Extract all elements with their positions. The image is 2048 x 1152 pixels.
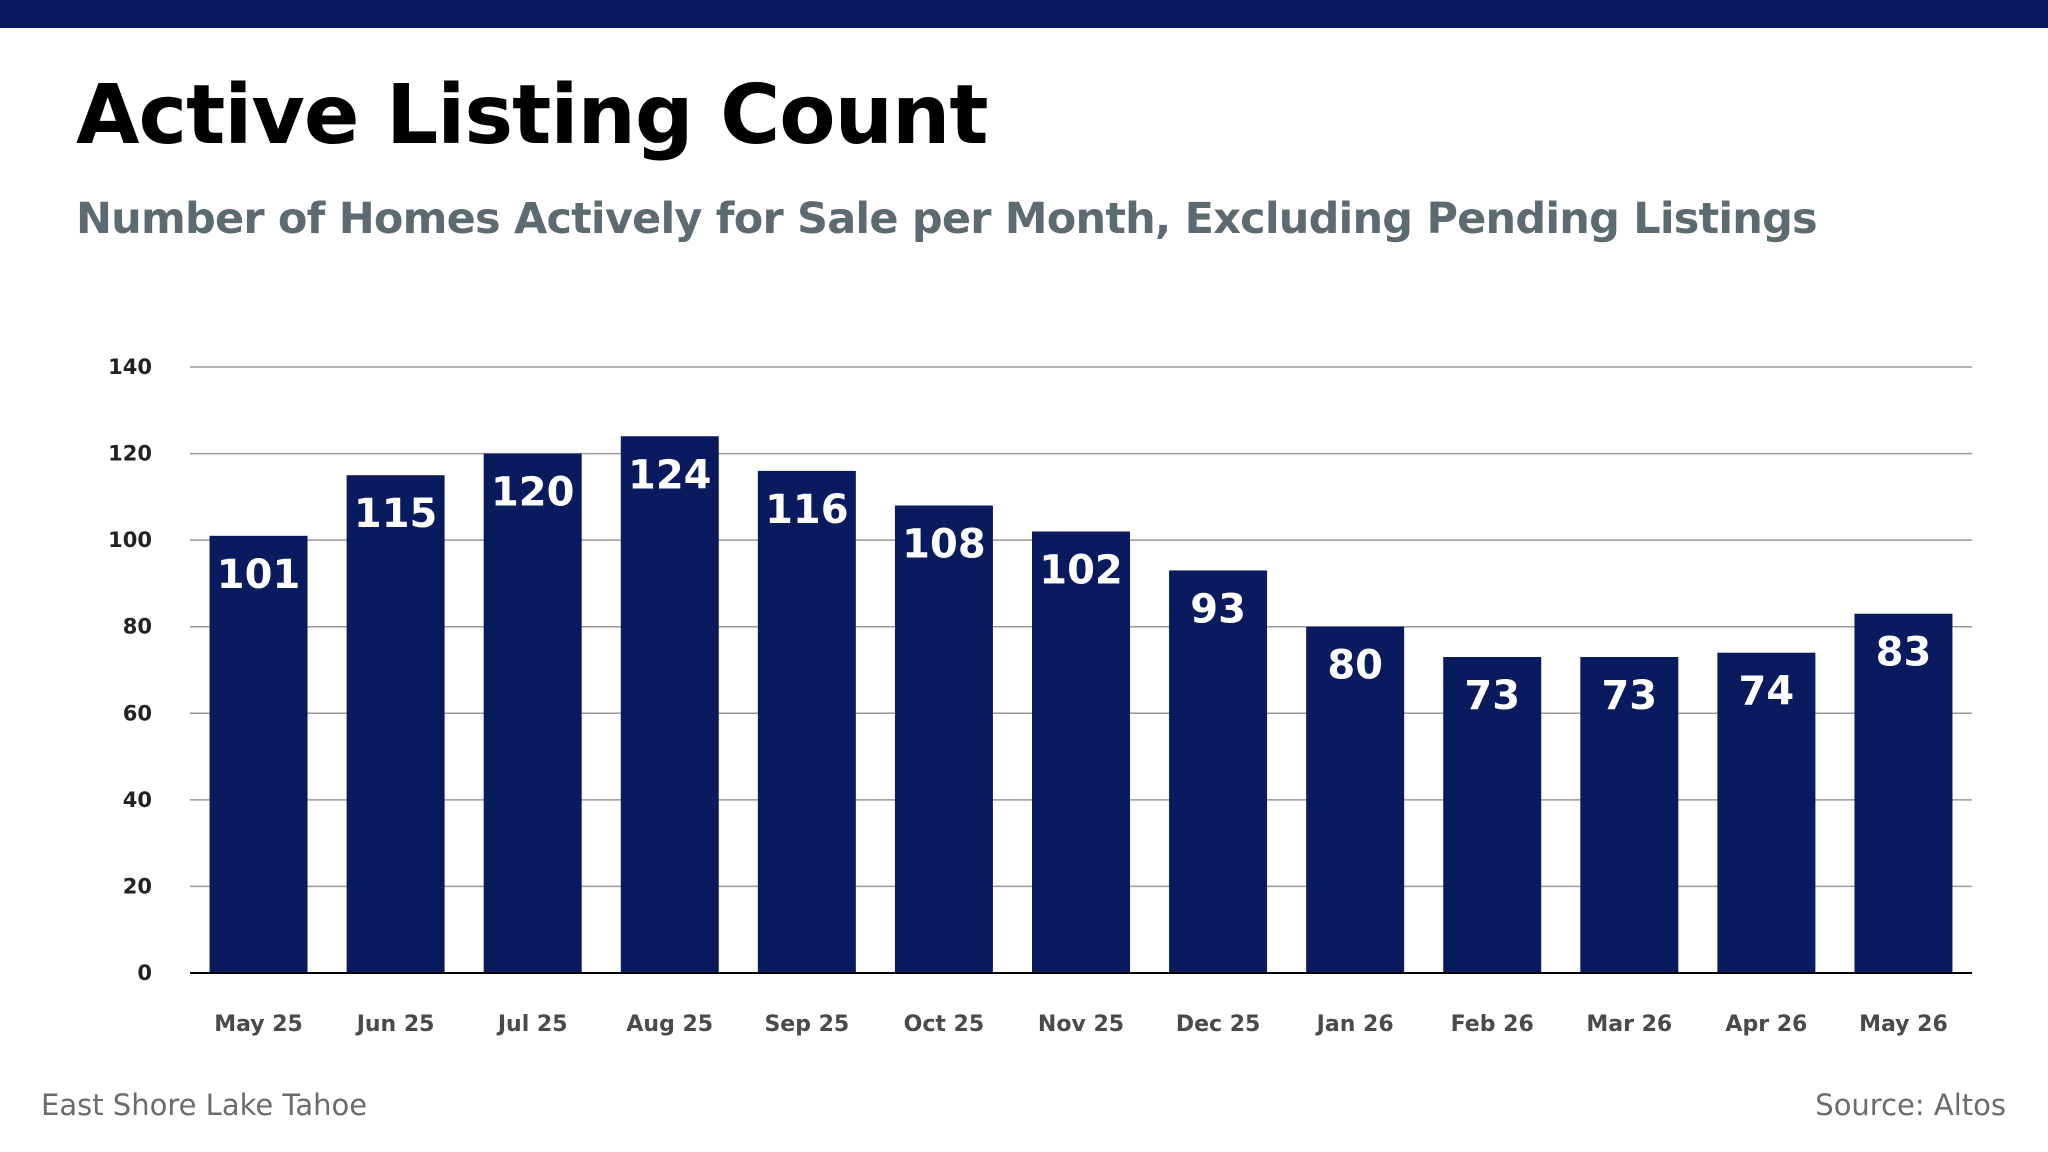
bar xyxy=(347,475,445,973)
x-tick-label: Sep 25 xyxy=(764,1012,849,1037)
bar-value-label: 74 xyxy=(1739,669,1795,715)
x-tick-label: Jan 26 xyxy=(1315,1012,1394,1037)
bar xyxy=(1032,531,1130,973)
bar-value-label: 73 xyxy=(1601,673,1657,719)
bar-value-label: 115 xyxy=(354,491,438,537)
bar-value-label: 83 xyxy=(1876,630,1932,676)
x-tick-label: Jun 25 xyxy=(355,1012,435,1037)
y-axis-ticks: 0 20 40 60 80 100 120 140 xyxy=(108,355,152,985)
bar-value-label: 120 xyxy=(491,470,575,516)
source-label: Source: Altos xyxy=(1815,1088,2006,1122)
bar xyxy=(621,436,719,973)
y-tick-label: 140 xyxy=(108,355,152,379)
x-axis-ticks: May 25 Jun 25 Jul 25 Aug 25 Sep 25 Oct 25 Nov … xyxy=(214,1012,1948,1037)
bar-value-label: 73 xyxy=(1464,673,1520,719)
x-tick-label: May 26 xyxy=(1859,1012,1948,1037)
bar xyxy=(895,506,993,973)
bar-value-label: 80 xyxy=(1327,643,1383,689)
bars xyxy=(210,436,1953,973)
bar xyxy=(484,454,582,973)
y-tick-label: 0 xyxy=(137,961,152,985)
x-tick-label: Dec 25 xyxy=(1176,1012,1261,1037)
x-tick-label: Oct 25 xyxy=(904,1012,985,1037)
x-tick-label: Nov 25 xyxy=(1038,1012,1124,1037)
bar-value-label: 108 xyxy=(902,522,986,568)
y-tick-label: 20 xyxy=(123,874,152,898)
bar xyxy=(758,471,856,973)
x-tick-label: Apr 26 xyxy=(1725,1012,1807,1037)
bar-value-label: 116 xyxy=(765,487,849,533)
y-tick-label: 80 xyxy=(123,615,152,639)
bar-value-label: 124 xyxy=(628,452,712,498)
location-label: East Shore Lake Tahoe xyxy=(41,1088,367,1122)
y-tick-label: 100 xyxy=(108,528,152,552)
x-tick-label: Mar 26 xyxy=(1586,1012,1672,1037)
bar-chart: 0 20 40 60 80 100 120 140 101 115 120 124 116 108 102… xyxy=(0,0,2048,1080)
bar-value-label: 101 xyxy=(217,552,301,598)
y-tick-label: 120 xyxy=(108,442,152,466)
x-tick-label: Feb 26 xyxy=(1451,1012,1534,1037)
x-tick-label: Jul 25 xyxy=(496,1012,568,1037)
y-tick-label: 60 xyxy=(123,701,152,725)
bar-value-label: 93 xyxy=(1190,586,1246,632)
x-tick-label: Aug 25 xyxy=(626,1012,713,1037)
bar xyxy=(210,536,308,973)
y-tick-label: 40 xyxy=(123,788,152,812)
x-tick-label: May 25 xyxy=(214,1012,303,1037)
bar-value-label: 102 xyxy=(1039,547,1123,593)
